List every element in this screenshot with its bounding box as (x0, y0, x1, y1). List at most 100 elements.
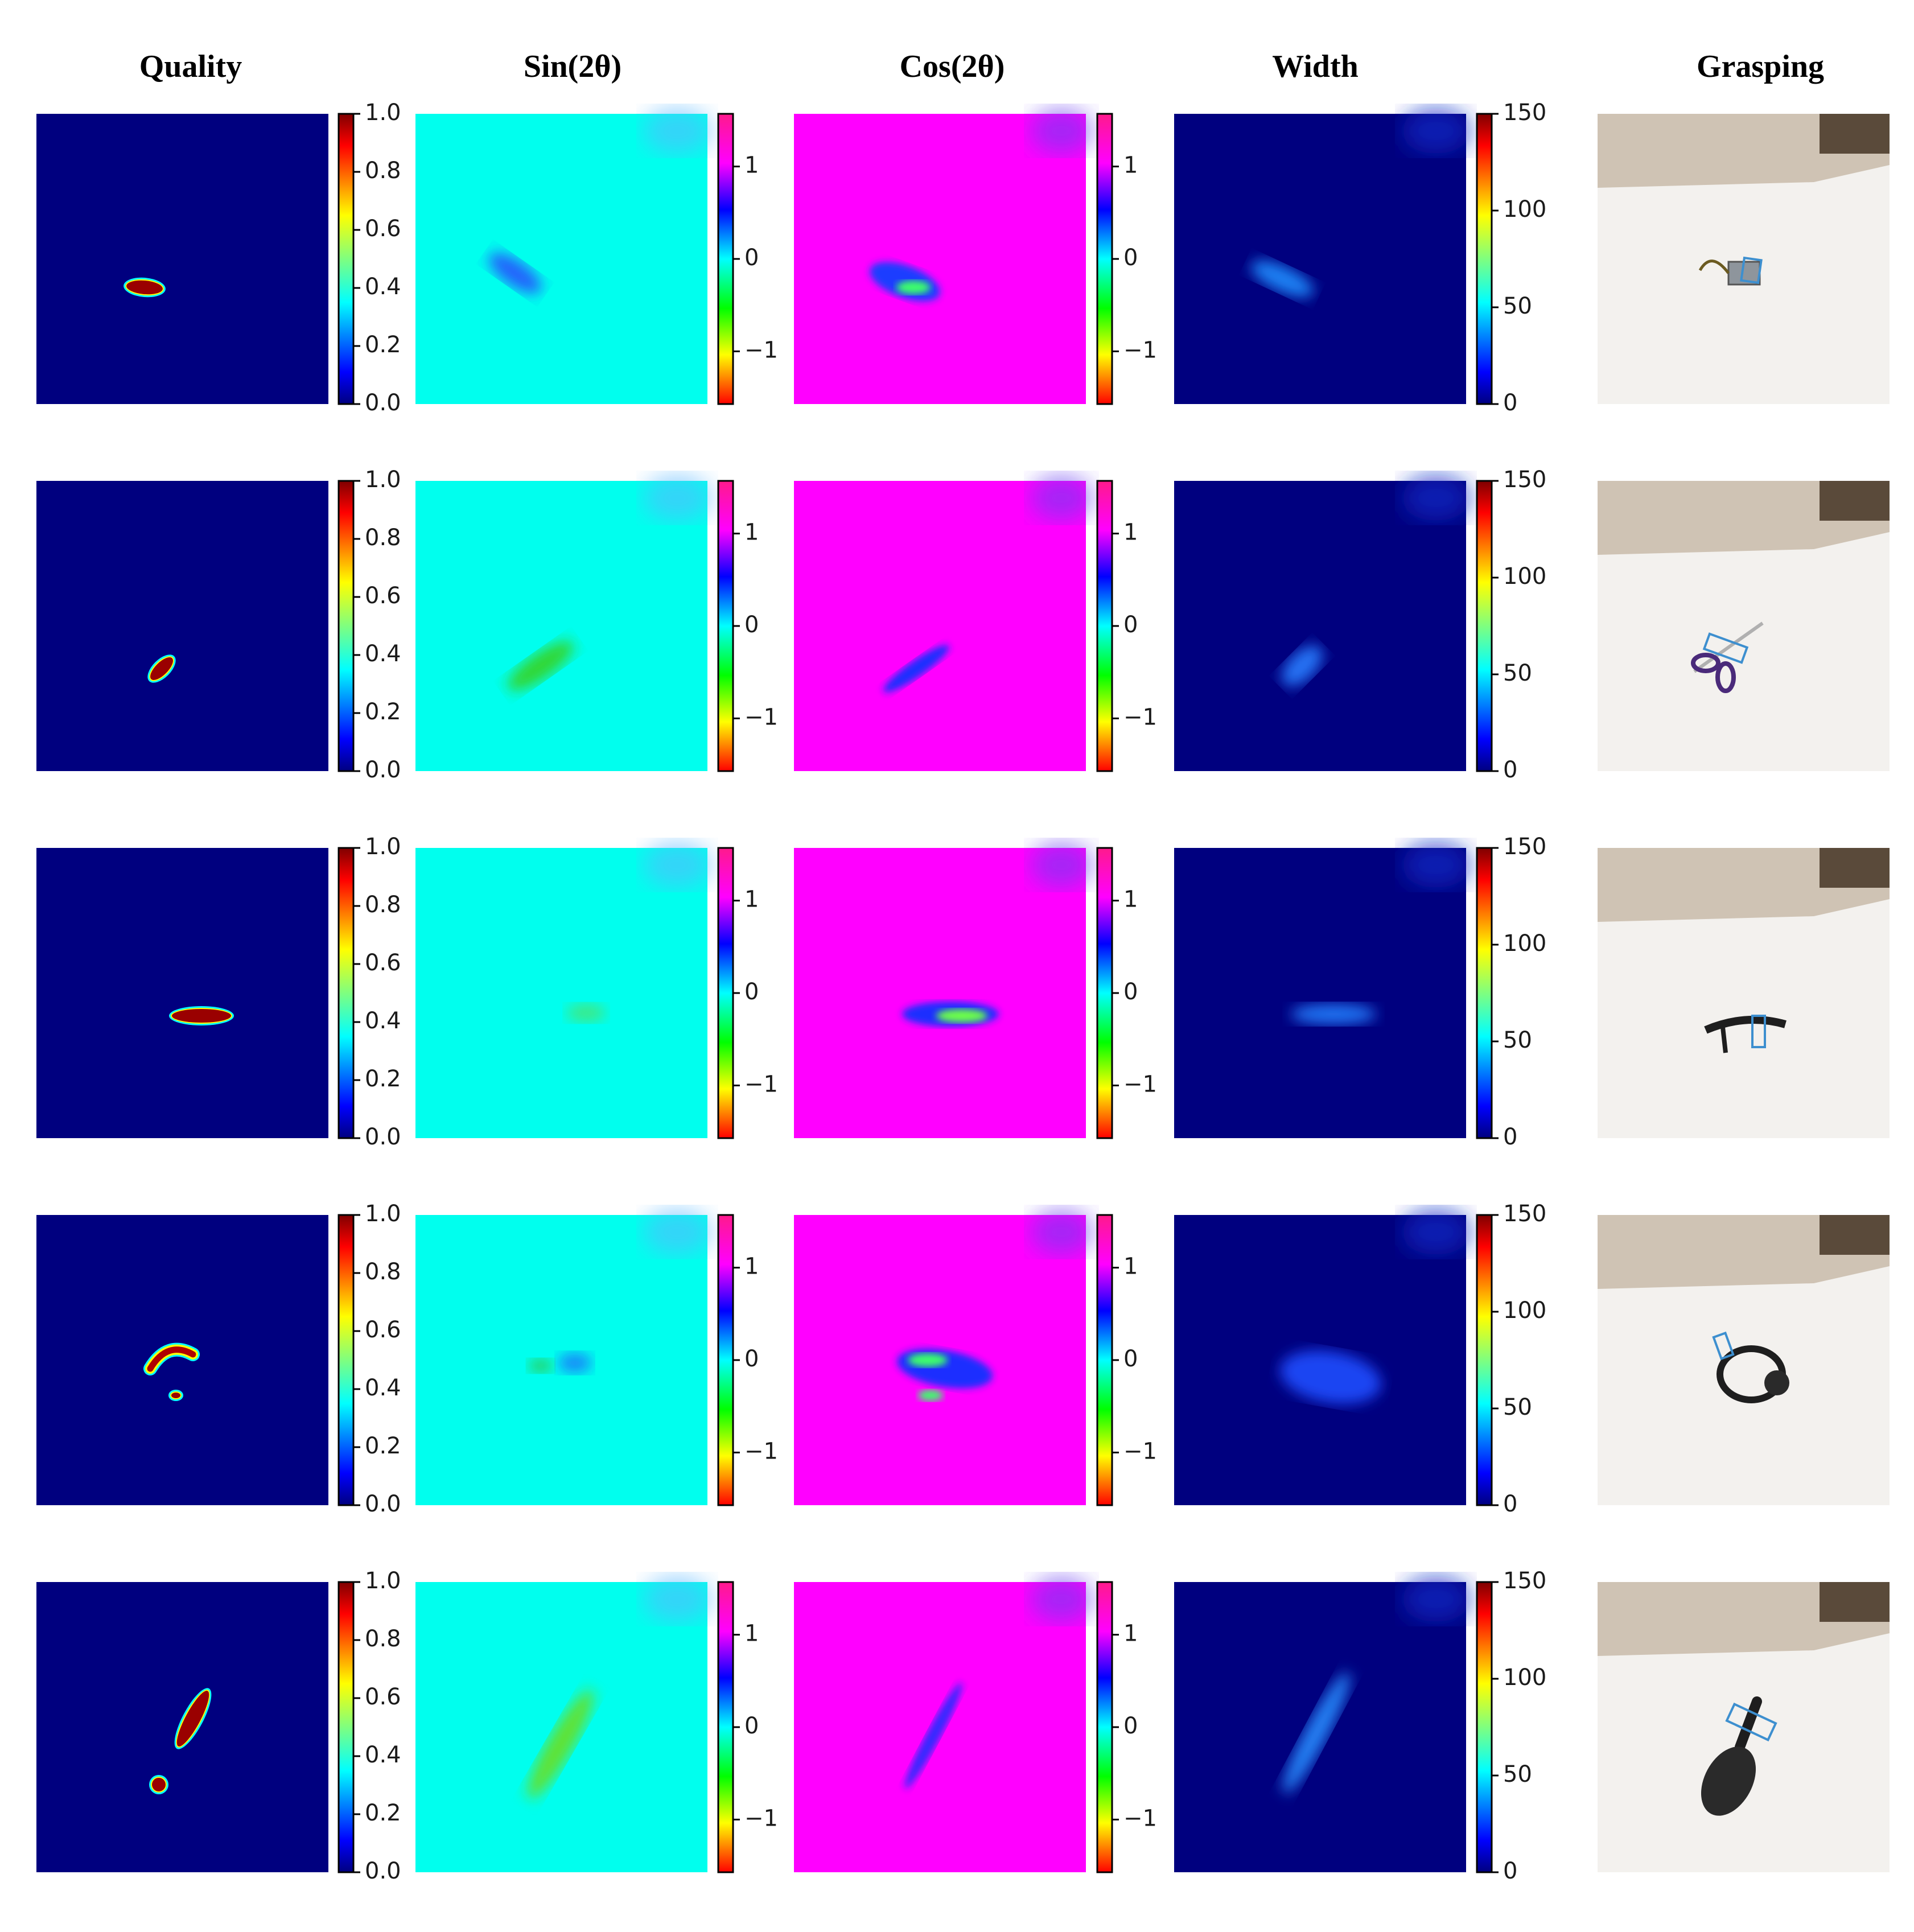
figure-row: 1.0 0.8 0.6 0.4 0.2 0.0 1 0 −1 1 0 −1 150 100 50 0 (36, 100, 1890, 416)
heatmap-blob (1402, 842, 1470, 888)
colorbar-tick-label: 50 (1503, 1761, 1532, 1787)
colorbar-tick-label: 1 (1123, 887, 1138, 913)
heatmap-blob (643, 108, 711, 154)
column-title-cos: Cos(2θ) (900, 49, 1005, 84)
colorbar-tick-label: 150 (1503, 467, 1546, 493)
colorbar-sin (717, 480, 734, 772)
grasp-rectangle (1702, 632, 1749, 664)
photo-box (1820, 114, 1890, 154)
colorbar-quality (337, 847, 355, 1139)
object-scissor-blade (1693, 621, 1764, 673)
colorbar-tick-label: 0 (1123, 979, 1138, 1005)
colorbar-tick-label: 0.2 (365, 1433, 401, 1459)
colorbar-tick-label: 150 (1503, 834, 1546, 860)
quality-map (36, 114, 328, 404)
colorbar-tick-label: 100 (1503, 196, 1546, 223)
heatmap-blob (1030, 108, 1093, 154)
heatmap-blob (643, 1576, 711, 1622)
colorbar-tick-label: 1.0 (365, 467, 401, 493)
heatmap-blob (1250, 260, 1314, 298)
colorbar-tick-label: 1 (744, 1621, 759, 1647)
quality-map (36, 481, 328, 771)
colorbar-quality (337, 1581, 355, 1873)
colorbar-tick-label: 50 (1503, 1394, 1532, 1420)
colorbar-tick-label: 100 (1503, 1297, 1546, 1324)
colorbar-tick-label: 150 (1503, 100, 1546, 126)
colorbar-tick-label: 0.2 (365, 1800, 401, 1826)
colorbar-width (1476, 1214, 1493, 1506)
colorbar-cos (1096, 847, 1113, 1139)
colorbar-cos (1096, 480, 1113, 772)
colorbar-tick-label: 0 (744, 612, 759, 638)
colorbar-tick-label: 1 (1123, 153, 1138, 179)
colorbar-cos (1096, 1581, 1113, 1873)
colorbar-tick-label: 0.4 (365, 1375, 401, 1401)
colorbar-tick-label: 0.0 (365, 757, 401, 783)
colorbar-tick-label: 0.8 (365, 525, 401, 551)
colorbar-cos (1096, 1214, 1113, 1506)
colorbar-width (1476, 847, 1493, 1139)
photo-wall (1598, 481, 1890, 555)
colorbar-tick-label: 0.4 (365, 1008, 401, 1034)
grasp-rectangle (1712, 1331, 1735, 1361)
colorbar-tick-label: 0.4 (365, 641, 401, 667)
quality-core (171, 1393, 180, 1398)
colorbar-width (1476, 113, 1493, 405)
colorbar-tick-label: 0 (744, 1713, 759, 1739)
colorbar-tick-label: 0 (1123, 1713, 1138, 1739)
colorbar-tick-label: 0.4 (365, 274, 401, 300)
photo-box (1820, 1582, 1890, 1622)
quality-core (152, 1778, 166, 1791)
colorbar-tick-label: 0.8 (365, 158, 401, 184)
figure-row: 1.0 0.8 0.6 0.4 0.2 0.0 1 0 −1 1 0 −1 150 100 50 0 (36, 834, 1890, 1150)
photo-wall (1598, 848, 1890, 922)
colorbar-tick-label: 0.8 (365, 1259, 401, 1285)
heatmap-blob (558, 1353, 592, 1373)
column-title-quality: Quality (139, 49, 242, 84)
heatmap-blob (643, 842, 711, 888)
photo-wall (1598, 114, 1890, 188)
width-map (1174, 114, 1466, 404)
heatmap-blob (1281, 645, 1323, 687)
heatmap-blob (643, 475, 711, 521)
width-map (1174, 481, 1466, 771)
colorbar-tick-label: 0.2 (365, 332, 401, 358)
figure-row: 1.0 0.8 0.6 0.4 0.2 0.0 1 0 −1 1 0 −1 150 100 50 0 (36, 1201, 1890, 1517)
photo-wall (1598, 1215, 1890, 1289)
colorbar-tick-label: 100 (1503, 1665, 1546, 1691)
colorbar-tick-label: −1 (744, 1438, 778, 1464)
colorbar-tick-label: 0.6 (365, 583, 401, 609)
colorbar-tick-label: 0 (1123, 245, 1138, 271)
quality-arc-core (147, 1346, 196, 1372)
heatmap-blob (528, 1359, 553, 1373)
object-scissor-handle (1691, 653, 1720, 673)
quality-core (126, 280, 163, 295)
colorbar-tick-label: 0.6 (365, 1684, 401, 1710)
colorbar-tick-label: 50 (1503, 293, 1532, 319)
colorbar-tick-label: 0.2 (365, 699, 401, 725)
colorbar-sin (717, 113, 734, 405)
colorbar-cos (1096, 113, 1113, 405)
grasp-rectangle (1725, 1702, 1777, 1742)
colorbar-tick-label: 1.0 (365, 834, 401, 860)
colorbar-tick-label: 0 (744, 245, 759, 271)
colorbar-tick-label: 100 (1503, 563, 1546, 590)
heatmap-blob (936, 1009, 987, 1023)
colorbar-sin (717, 1214, 734, 1506)
colorbar-tick-label: 1.0 (365, 1201, 401, 1227)
heatmap-blob (896, 281, 931, 294)
object-cable (1698, 259, 1730, 274)
heatmap-blob (1030, 842, 1093, 888)
object-shoe-heel (1720, 1027, 1728, 1053)
heatmap-blob (1030, 1576, 1093, 1622)
colorbar-tick-label: 0 (1503, 1124, 1517, 1150)
heatmap-blob (1402, 475, 1470, 521)
colorbar-tick-label: 1 (1123, 1621, 1138, 1647)
colorbar-width (1476, 1581, 1493, 1873)
colorbar-tick-label: −1 (1123, 1438, 1157, 1464)
colorbar-tick-label: 0.0 (365, 1491, 401, 1517)
heatmap-blob (643, 1209, 711, 1255)
heatmap-blob (908, 1353, 948, 1367)
object-scissor-handle (1715, 661, 1736, 693)
